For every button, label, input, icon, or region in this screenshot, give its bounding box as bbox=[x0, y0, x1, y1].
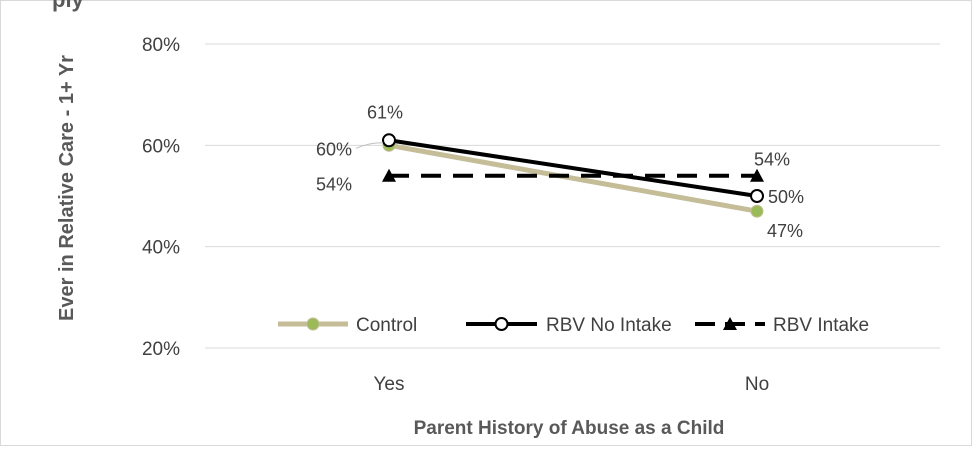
y-tick-label: 60% bbox=[142, 136, 180, 157]
data-point bbox=[750, 204, 764, 218]
series-line bbox=[388, 138, 758, 198]
legend-item: RBV No Intake bbox=[466, 315, 672, 336]
legend-label: RBV No Intake bbox=[546, 315, 672, 336]
data-label: 54% bbox=[316, 175, 352, 195]
x-tick-label: Yes bbox=[374, 374, 405, 395]
y-axis-title: Ever in Relative Care - 1+ Yr bbox=[56, 55, 78, 321]
legend-marker bbox=[306, 317, 320, 331]
series-line bbox=[388, 142, 758, 214]
data-label: 50% bbox=[768, 187, 804, 207]
data-point bbox=[382, 168, 396, 182]
data-label: 60% bbox=[316, 139, 352, 159]
data-point bbox=[382, 133, 396, 148]
y-tick-label: 40% bbox=[142, 238, 180, 259]
legend-item: Control bbox=[278, 315, 417, 336]
legend-marker bbox=[723, 317, 737, 330]
data-label: 47% bbox=[767, 221, 803, 241]
data-label: 61% bbox=[367, 102, 403, 122]
y-tick-label: 80% bbox=[142, 35, 180, 56]
x-axis-title: Parent History of Abuse as a Child bbox=[414, 418, 725, 439]
data-point bbox=[750, 189, 764, 203]
series-lines bbox=[382, 133, 764, 218]
series-rbv-intake bbox=[382, 168, 764, 182]
data-point bbox=[750, 168, 764, 182]
legend-item: RBV Intake bbox=[695, 315, 869, 336]
y-axis-ticks: 20% 40% 60% 80% bbox=[142, 35, 180, 360]
legend-marker bbox=[494, 317, 509, 331]
chart-title-fragment: ply bbox=[52, 0, 85, 12]
y-tick-label: 20% bbox=[142, 339, 180, 360]
data-labels: 60% 47% 61% 50% 54% 54% bbox=[316, 102, 804, 241]
legend-label: RBV Intake bbox=[773, 315, 869, 336]
x-axis-ticks: Yes No bbox=[374, 374, 770, 395]
legend-label: Control bbox=[356, 315, 417, 336]
x-tick-label: No bbox=[745, 374, 769, 395]
series-rbv-no-intake bbox=[382, 133, 764, 203]
data-label: 54% bbox=[754, 150, 790, 170]
leader-line bbox=[355, 142, 384, 149]
legend: Control RBV No Intake RBV Intake bbox=[278, 315, 869, 336]
gridlines bbox=[205, 43, 940, 349]
